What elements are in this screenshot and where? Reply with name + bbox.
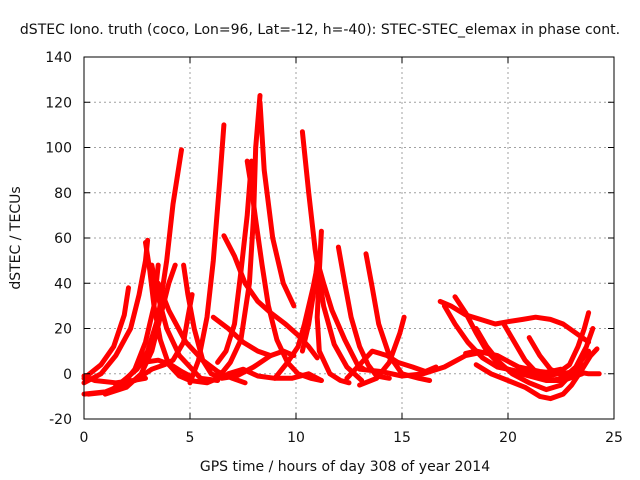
series-line-38	[505, 310, 592, 381]
series-line-1	[81, 285, 131, 381]
series-line-13	[187, 122, 227, 386]
series-line-22	[299, 129, 365, 383]
x-tick-label: 5	[186, 430, 195, 446]
series-line-11	[149, 262, 221, 383]
y-tick-label: 60	[54, 231, 72, 247]
y-tick-label: 20	[54, 322, 72, 338]
series-line-35	[501, 321, 596, 383]
series-line-2	[81, 237, 151, 386]
x-tick-label: 20	[499, 430, 517, 446]
series-line-8	[85, 357, 193, 397]
x-tick-label: 25	[605, 430, 623, 446]
series-line-19	[257, 99, 297, 309]
x-axis-label: GPS time / hours of day 308 of year 2014	[200, 459, 490, 475]
series-line-14	[210, 314, 274, 359]
x-tick-label: 10	[287, 430, 305, 446]
series-line-6	[102, 262, 178, 397]
series-line-24	[299, 258, 367, 372]
y-tick-label: 40	[54, 276, 72, 292]
series-line-30	[395, 359, 439, 374]
x-tick-label: 15	[393, 430, 411, 446]
chart-title: dSTEC Iono. truth (coco, Lon=96, Lat=-12…	[20, 22, 620, 38]
x-tick-label: 0	[80, 430, 89, 446]
y-tick-label: 0	[63, 367, 72, 383]
y-tick-label: 140	[45, 50, 72, 66]
series-line-16	[215, 158, 254, 365]
y-tick-label: -20	[49, 412, 72, 428]
y-tick-label: 120	[45, 95, 72, 111]
series-line-12	[155, 280, 248, 386]
y-tick-label: 100	[45, 141, 72, 157]
series-line-39	[463, 348, 602, 377]
y-tick-label: 80	[54, 186, 72, 202]
series-line-9	[113, 292, 195, 388]
series-line-28	[357, 314, 407, 388]
series-line-10	[181, 262, 297, 381]
y-axis-label: dSTEC / TECUs	[8, 186, 24, 289]
tick-layer: 0 5 10 15 20 25 -20 0 20 40 60 80 100 120 140	[45, 50, 623, 446]
series-layer	[81, 93, 602, 402]
series-line-18	[215, 93, 263, 381]
series-line-29	[357, 350, 479, 379]
